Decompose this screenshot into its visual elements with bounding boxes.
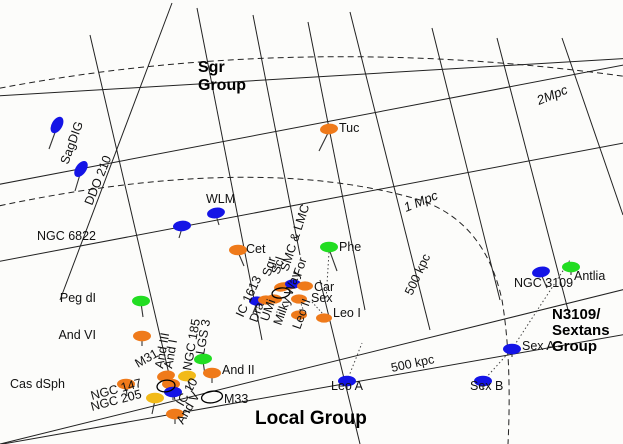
- svg-text:Cas dSph: Cas dSph: [10, 377, 65, 391]
- svg-text:WLM: WLM: [206, 192, 235, 206]
- svg-text:Local Group: Local Group: [255, 408, 367, 429]
- svg-text:Sex B: Sex B: [470, 379, 503, 393]
- svg-text:Antlia: Antlia: [574, 269, 605, 283]
- svg-text:Tuc: Tuc: [339, 121, 359, 135]
- svg-text:N3109/: N3109/: [552, 306, 601, 323]
- svg-text:Leo A: Leo A: [331, 379, 364, 393]
- svg-text:Sgr: Sgr: [198, 59, 225, 76]
- svg-text:Leo I: Leo I: [333, 306, 361, 320]
- svg-text:Peg dI: Peg dI: [60, 291, 96, 305]
- svg-text:M33: M33: [224, 392, 248, 406]
- svg-text:Sextans: Sextans: [552, 322, 610, 339]
- svg-text:NGC 3109: NGC 3109: [514, 276, 573, 290]
- svg-text:And VI: And VI: [58, 328, 96, 342]
- svg-text:Cet: Cet: [246, 242, 266, 256]
- svg-text:Group: Group: [198, 77, 246, 94]
- svg-text:Phe: Phe: [339, 240, 361, 254]
- svg-text:Sex A: Sex A: [522, 339, 555, 353]
- svg-text:Group: Group: [552, 338, 597, 355]
- svg-text:Sex: Sex: [311, 291, 333, 305]
- svg-text:And II: And II: [222, 363, 255, 377]
- svg-text:NGC 6822: NGC 6822: [37, 229, 96, 243]
